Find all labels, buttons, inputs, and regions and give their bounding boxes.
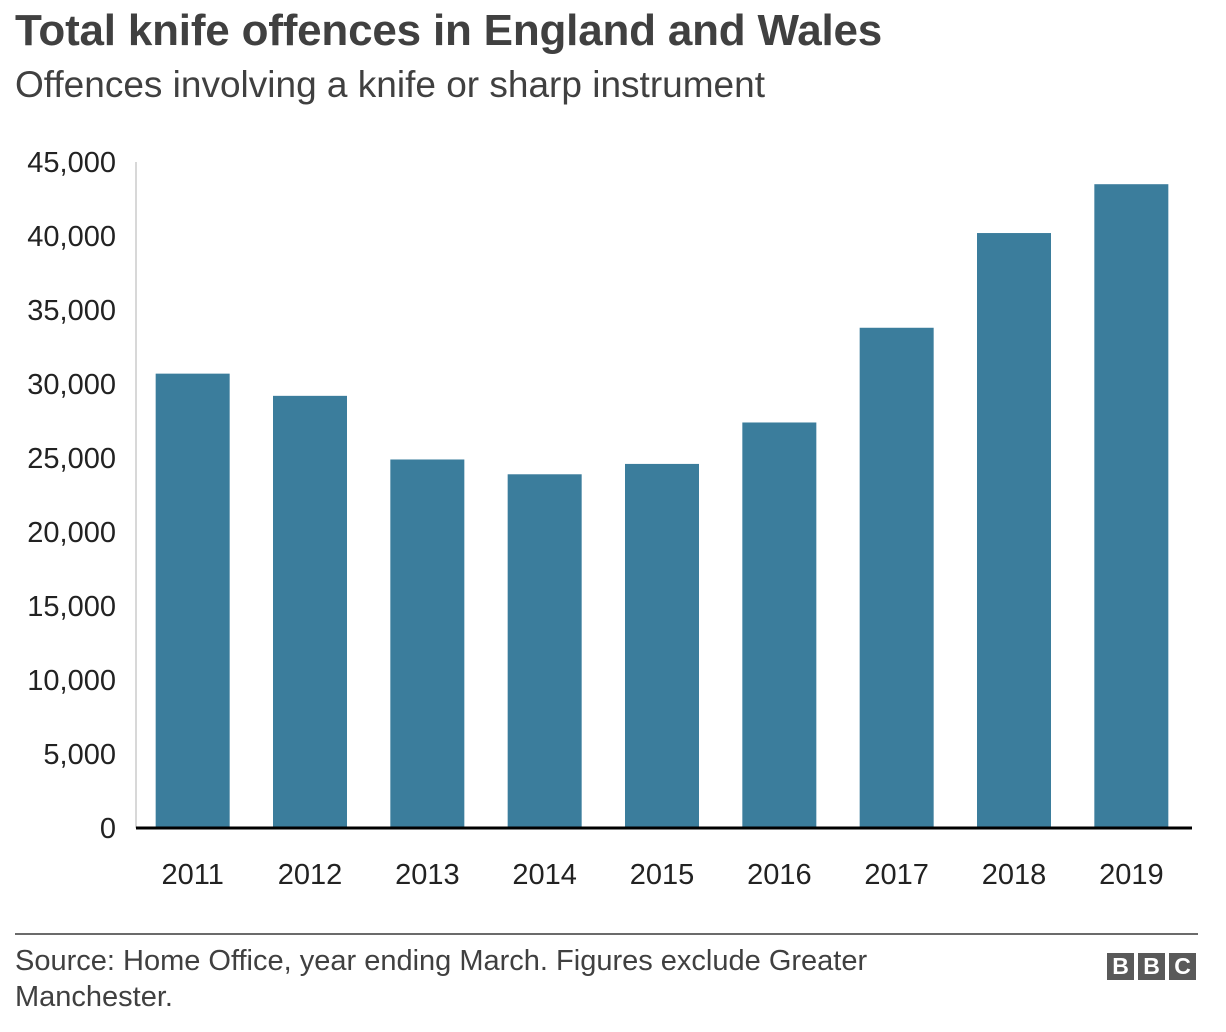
y-tick-label: 20,000 [27,517,116,549]
bars-group [155,184,1169,829]
y-tick-label: 30,000 [27,369,116,401]
y-tick-label: 0 [100,813,116,845]
bar-2015 [625,463,699,828]
y-tick-label: 5,000 [43,739,116,771]
y-tick-label: 45,000 [27,147,116,179]
y-axis: 0 5,000 10,000 15,000 20,000 25,000 30,000 35,0… [27,147,137,845]
x-tick-label: 2019 [1099,859,1164,891]
bar-2017 [859,327,934,828]
y-tick-label: 15,000 [27,591,116,623]
y-tick-label: 10,000 [27,665,116,697]
x-axis: 2011 2012 2013 2014 2015 2016 2017 2018 2019 [136,826,1192,891]
x-tick-label: 2015 [630,859,695,891]
x-tick-label: 2016 [747,859,812,891]
bar-2013 [390,459,465,828]
bar-2011 [155,373,230,828]
x-tick-label: 2012 [278,859,343,891]
bar-2019 [1094,184,1169,828]
chart-title: Total knife offences in England and Wale… [15,6,883,55]
bar-2014 [507,474,582,828]
chart-subtitle: Offences involving a knife or sharp inst… [15,64,765,105]
x-tick-label: 2018 [982,859,1047,891]
x-tick-label: 2017 [864,859,929,891]
x-tick-label: 2013 [395,859,460,891]
bbc-logo-letter: B [1107,953,1134,980]
bbc-logo: B B C [1107,953,1196,980]
x-tick-label: 2011 [161,859,223,891]
footer-divider [15,933,1198,935]
y-tick-label: 35,000 [27,295,116,327]
bbc-logo-letter: C [1169,953,1196,980]
bar-2016 [742,422,817,828]
bar-2018 [977,233,1051,829]
bar-chart: 0 5,000 10,000 15,000 20,000 25,000 30,000 35,0… [27,147,1192,891]
x-tick-label: 2014 [512,859,577,891]
source-note: Source: Home Office, year ending March. … [15,945,868,1013]
bar-2012 [273,395,347,828]
bbc-logo-letter: B [1138,953,1165,980]
y-tick-label: 25,000 [27,443,116,475]
y-tick-label: 40,000 [27,221,116,253]
